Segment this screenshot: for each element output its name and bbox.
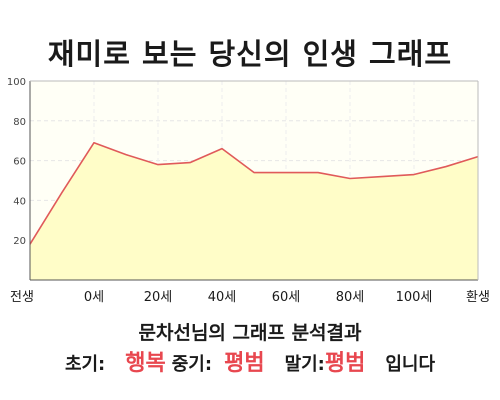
y-tick-label: 40 bbox=[13, 196, 26, 207]
mid-value: 평범 bbox=[224, 351, 265, 376]
analysis-headline: 문차선님의 그래프 분석결과 bbox=[138, 322, 362, 344]
ending-text: 입니다 bbox=[385, 354, 436, 375]
x-tick-label: 40세 bbox=[208, 290, 237, 305]
x-tick-label: 80세 bbox=[336, 290, 365, 305]
late-label: 말기: bbox=[284, 354, 325, 375]
chart-axes bbox=[29, 80, 479, 281]
chart-area-fill bbox=[30, 142, 478, 280]
page-title: 재미로 보는 당신의 인생 그래프 bbox=[47, 37, 453, 71]
early-label: 초기: bbox=[64, 354, 106, 375]
late-value: 평범 bbox=[324, 351, 366, 376]
x-tick-labels: 전생 0세 20세 40세 60세 80세 100세 환생 bbox=[10, 290, 490, 305]
x-tick-label: 100세 bbox=[396, 290, 433, 305]
y-tick-label: 80 bbox=[13, 117, 26, 128]
y-tick-label: 100 bbox=[7, 77, 26, 88]
x-tick-label: 20세 bbox=[144, 290, 173, 305]
mid-label: 중기: bbox=[171, 354, 213, 375]
x-tick-label: 60세 bbox=[272, 290, 301, 305]
y-tick-label: 20 bbox=[13, 236, 26, 247]
x-tick-label: 전생 bbox=[10, 290, 34, 305]
early-value: 행복 bbox=[125, 351, 166, 376]
x-tick-label: 0세 bbox=[84, 290, 104, 305]
life-chart: 20 40 60 80 100 전생 0세 20세 40세 60세 80세 100세 환생 bbox=[7, 77, 490, 305]
y-tick-labels: 20 40 60 80 100 bbox=[7, 77, 26, 247]
y-tick-label: 60 bbox=[13, 157, 26, 168]
analysis-result: 초기: 행복 중기: 평범 말기:평범 입니다 bbox=[0, 345, 500, 377]
x-tick-label: 환생 bbox=[466, 290, 490, 305]
chart-series-line bbox=[29, 141, 479, 245]
